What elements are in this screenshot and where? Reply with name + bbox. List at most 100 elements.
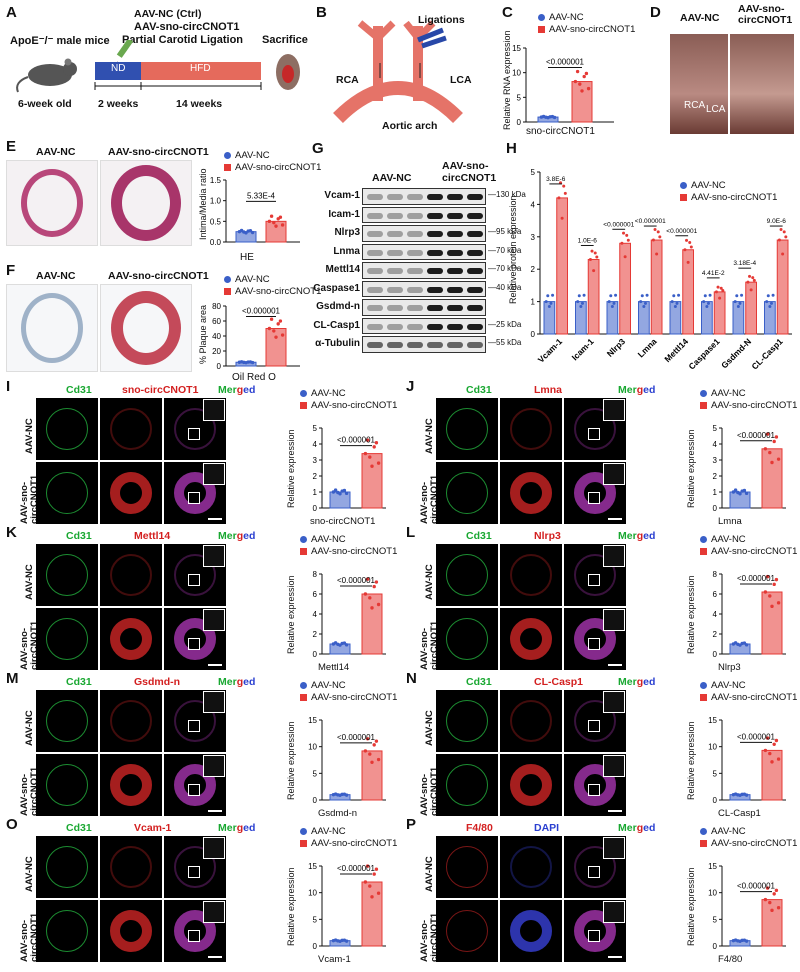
data-point bbox=[770, 908, 774, 913]
if-chart-ylabel: Relative expression bbox=[286, 429, 296, 508]
chart-h-ylabel: Relative protein expression bbox=[508, 195, 518, 304]
if-chart-xlabel: Nlrp3 bbox=[718, 662, 741, 673]
y-tick-label: 5 bbox=[313, 769, 318, 778]
blot-protein-label: Mettl14 bbox=[325, 264, 360, 275]
treatment-line3: Partial Carotid Ligation bbox=[122, 34, 244, 46]
channel1-label: Cd31 bbox=[66, 530, 92, 542]
blot-kda-label: —130 kDa bbox=[488, 190, 526, 199]
f-col1: AAV-NC bbox=[36, 270, 76, 282]
blot-band bbox=[387, 249, 403, 256]
if-chart: 0 5 10 15 <0.000001 bbox=[308, 862, 386, 951]
panel-letter-g: G bbox=[312, 140, 324, 157]
blot-protein-label: Icam-1 bbox=[328, 208, 360, 220]
data-point bbox=[770, 460, 774, 465]
if-image-r1-c2 bbox=[100, 544, 162, 606]
data-point bbox=[781, 252, 785, 256]
data-point bbox=[768, 900, 772, 905]
if-chart-ylabel: Relative expression bbox=[686, 429, 696, 508]
if-image-r2-c3 bbox=[564, 608, 626, 670]
panel-letter-d: D bbox=[650, 4, 661, 21]
if-image-r2-c2 bbox=[500, 608, 562, 670]
data-point bbox=[656, 230, 660, 234]
y-tick-label: 5 bbox=[313, 915, 318, 924]
blot-band bbox=[447, 323, 463, 330]
if-chart: 0 1 2 3 4 5 <0.000001 bbox=[713, 424, 786, 513]
data-point bbox=[267, 326, 272, 331]
chart-f-xlabel: Oil Red O bbox=[232, 372, 276, 383]
zoom-inset bbox=[203, 755, 225, 777]
blot-band bbox=[427, 268, 443, 274]
blot-band bbox=[387, 268, 403, 274]
blot-kda-label: —40 kDa bbox=[488, 282, 522, 292]
data-point bbox=[765, 300, 769, 304]
legend-sno: AAV-sno-circCNOT1 bbox=[300, 400, 397, 411]
data-point bbox=[768, 594, 772, 598]
legend-sno-marker bbox=[538, 25, 545, 33]
panel-letter-c: C bbox=[502, 4, 513, 21]
y-tick-label: 0 bbox=[313, 796, 318, 805]
y-tick-label: 4 bbox=[313, 440, 318, 449]
channel2-label: sno-circCNOT1 bbox=[122, 384, 199, 396]
bar-sno bbox=[761, 448, 783, 509]
data-point bbox=[620, 241, 624, 245]
y-tick-label: 60 bbox=[212, 317, 221, 326]
blot-band bbox=[467, 305, 483, 311]
y-tick-label: 1.0 bbox=[210, 197, 222, 206]
blot-band bbox=[427, 286, 443, 293]
y-tick-label: 0 bbox=[313, 650, 318, 659]
data-point bbox=[582, 293, 586, 297]
data-point bbox=[612, 301, 616, 305]
y-tick-label: 5 bbox=[313, 424, 318, 433]
blot-row bbox=[362, 299, 486, 316]
data-point bbox=[765, 432, 770, 436]
carotid-photo-sno bbox=[730, 34, 794, 134]
data-point bbox=[640, 294, 644, 298]
blot-protein-label: CL-Casp1 bbox=[313, 319, 360, 331]
bar-sno bbox=[571, 81, 593, 123]
chart-c-xlabel: sno-circCNOT1 bbox=[526, 126, 595, 137]
data-point bbox=[625, 233, 629, 237]
e-col1: AAV-NC bbox=[36, 146, 76, 158]
if-image-r2-c2 bbox=[500, 462, 562, 524]
data-point bbox=[733, 488, 738, 492]
legend-nc-text: AAV-NC bbox=[549, 12, 584, 23]
data-point bbox=[689, 245, 693, 249]
zoom-box bbox=[588, 428, 600, 440]
data-point bbox=[768, 305, 772, 309]
if-image-r2-c2 bbox=[100, 462, 162, 524]
p-value-label: 9.0E-6 bbox=[767, 218, 787, 225]
data-point bbox=[372, 743, 376, 747]
y-tick-label: 20 bbox=[212, 347, 221, 356]
if-image-r2-c3 bbox=[564, 754, 626, 816]
legend-sno: AAV-sno-circCNOT1 bbox=[700, 546, 797, 557]
blot-protein-label: α-Tubulin bbox=[315, 338, 360, 349]
if-image-r2-c2 bbox=[500, 900, 562, 962]
blot-band bbox=[407, 286, 423, 293]
x-tick-label: Vcam-1 bbox=[536, 336, 565, 365]
blot-band bbox=[367, 268, 383, 274]
aortic-arch-label: Aortic arch bbox=[382, 120, 438, 132]
y-tick-label: 3 bbox=[313, 456, 318, 465]
scale-bar bbox=[608, 810, 622, 812]
x-tick-label: Caspase1 bbox=[687, 336, 722, 371]
blot-band bbox=[387, 305, 403, 311]
treatment-line1: AAV-NC (Ctrl) bbox=[134, 8, 202, 20]
data-point bbox=[776, 457, 781, 461]
blot-band bbox=[367, 342, 383, 348]
y-tick-label: 8 bbox=[713, 570, 718, 579]
y-tick-label: 0.0 bbox=[210, 238, 222, 247]
if-image-r1-c3 bbox=[564, 836, 626, 898]
bar-nc bbox=[638, 301, 650, 335]
data-point bbox=[590, 249, 594, 253]
data-point bbox=[658, 235, 662, 239]
if-image-r1-c2 bbox=[100, 690, 162, 752]
bar-sno bbox=[761, 899, 783, 947]
p-value-label: 1.0E-6 bbox=[578, 237, 598, 244]
legend-nc: AAV-NC bbox=[700, 388, 746, 399]
zoom-box bbox=[588, 720, 600, 732]
dissected-mouse-icon bbox=[276, 54, 300, 90]
data-point bbox=[744, 643, 749, 647]
y-tick-label: 0 bbox=[713, 942, 718, 951]
blot-band bbox=[447, 194, 463, 200]
data-point bbox=[752, 278, 756, 282]
